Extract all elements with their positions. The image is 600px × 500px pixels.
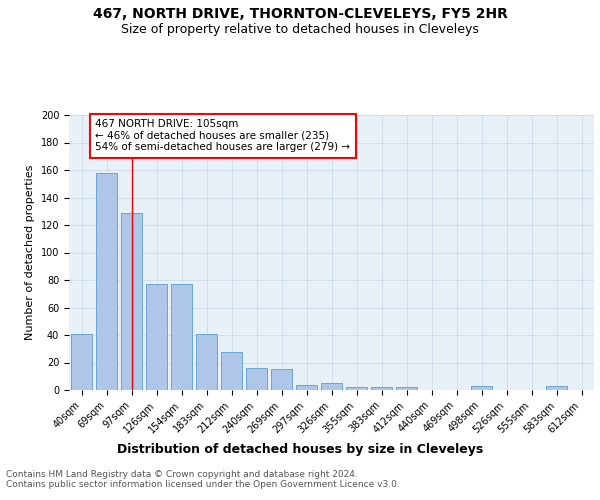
Bar	[371, 387, 392, 390]
Bar	[246, 368, 267, 390]
Y-axis label: Number of detached properties: Number of detached properties	[25, 165, 35, 340]
Text: Distribution of detached houses by size in Cleveleys: Distribution of detached houses by size …	[117, 442, 483, 456]
Bar	[546, 386, 567, 390]
Bar	[396, 387, 417, 390]
Bar	[471, 386, 492, 390]
Text: Contains HM Land Registry data © Crown copyright and database right 2024.
Contai: Contains HM Land Registry data © Crown c…	[6, 470, 400, 490]
Bar	[71, 334, 92, 390]
Bar	[346, 387, 367, 390]
Bar	[321, 383, 342, 390]
Bar	[171, 284, 192, 390]
Text: Size of property relative to detached houses in Cleveleys: Size of property relative to detached ho…	[121, 22, 479, 36]
Bar	[96, 173, 117, 390]
Bar	[296, 384, 317, 390]
Bar	[196, 334, 217, 390]
Text: 467, NORTH DRIVE, THORNTON-CLEVELEYS, FY5 2HR: 467, NORTH DRIVE, THORNTON-CLEVELEYS, FY…	[92, 8, 508, 22]
Text: 467 NORTH DRIVE: 105sqm
← 46% of detached houses are smaller (235)
54% of semi-d: 467 NORTH DRIVE: 105sqm ← 46% of detache…	[95, 119, 350, 152]
Bar	[146, 284, 167, 390]
Bar	[121, 212, 142, 390]
Bar	[271, 370, 292, 390]
Bar	[221, 352, 242, 390]
